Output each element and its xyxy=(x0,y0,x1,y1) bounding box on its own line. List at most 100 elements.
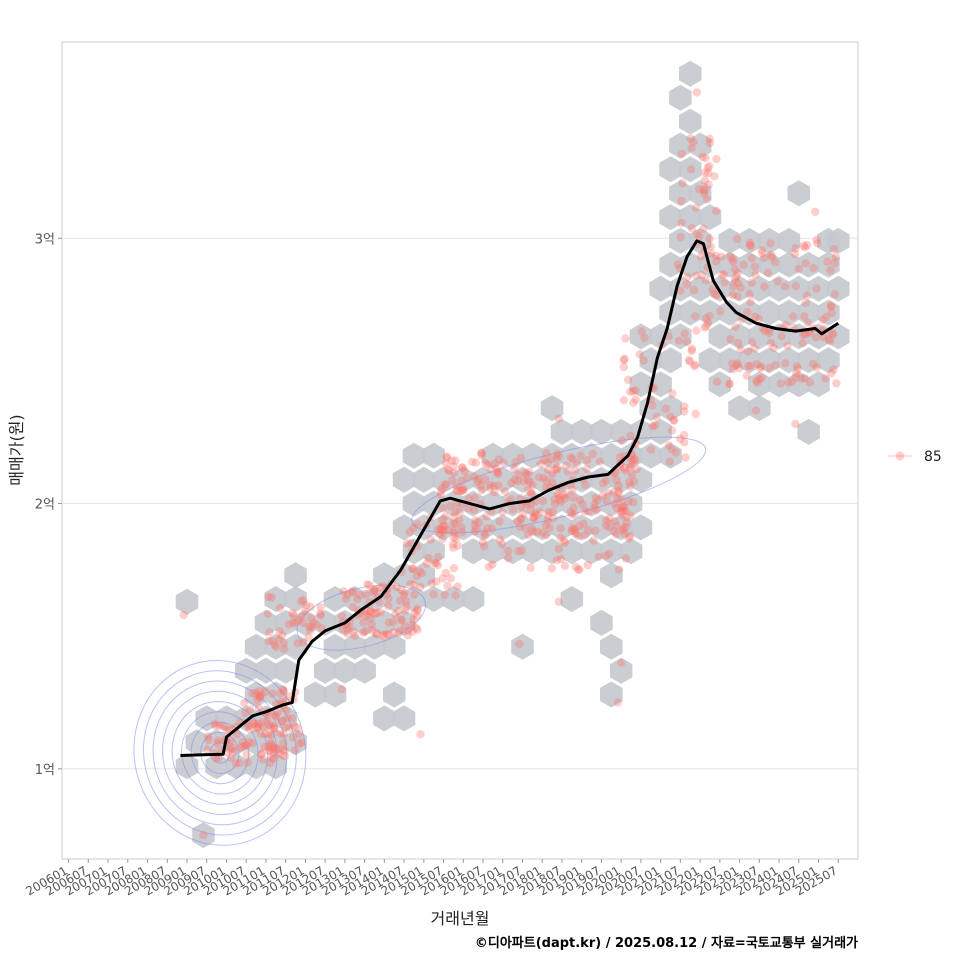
data-point xyxy=(758,248,767,258)
data-point xyxy=(422,559,431,568)
data-point xyxy=(389,627,398,637)
data-point xyxy=(588,449,597,459)
data-point xyxy=(687,143,696,153)
data-point xyxy=(416,582,425,592)
density-contour xyxy=(162,690,278,816)
data-point xyxy=(831,252,841,262)
hex-cell xyxy=(323,681,347,708)
data-point xyxy=(694,185,704,194)
data-point xyxy=(513,477,523,486)
data-point xyxy=(289,611,298,620)
data-point xyxy=(365,614,375,623)
data-point xyxy=(793,364,802,373)
data-point xyxy=(676,286,685,295)
data-point xyxy=(780,282,790,291)
data-point xyxy=(752,359,761,369)
data-point xyxy=(745,238,755,248)
data-point xyxy=(558,490,567,499)
hex-cell xyxy=(461,586,485,612)
data-point xyxy=(829,365,838,374)
data-point xyxy=(284,620,293,629)
data-point xyxy=(510,464,519,473)
data-point xyxy=(680,438,689,447)
data-point xyxy=(616,506,626,516)
data-point xyxy=(279,730,288,739)
hex-cell xyxy=(442,490,465,517)
data-point xyxy=(771,361,780,370)
data-point xyxy=(436,490,445,500)
data-point xyxy=(262,717,272,726)
data-point xyxy=(265,628,274,637)
data-point xyxy=(255,693,265,703)
data-point xyxy=(442,452,451,461)
data-point xyxy=(378,582,387,591)
data-point xyxy=(757,373,766,383)
data-point xyxy=(669,415,678,425)
data-point xyxy=(734,338,743,348)
hex-cell xyxy=(649,371,672,398)
data-point xyxy=(687,344,697,353)
data-point xyxy=(751,406,761,415)
data-point xyxy=(270,721,279,730)
data-point xyxy=(705,234,714,243)
data-point xyxy=(304,633,313,642)
hex-cell xyxy=(481,538,505,565)
data-point xyxy=(432,577,441,586)
hex-cell xyxy=(807,371,830,398)
data-point xyxy=(350,631,359,640)
data-point xyxy=(405,527,414,536)
data-point xyxy=(337,612,347,621)
data-point xyxy=(811,333,821,342)
data-point xyxy=(474,474,483,484)
data-point xyxy=(267,593,276,602)
data-point xyxy=(280,752,290,761)
data-point xyxy=(400,588,409,597)
data-point xyxy=(248,739,257,748)
data-point xyxy=(506,495,516,504)
data-point xyxy=(515,522,524,531)
x-axis-title: 거래년월 xyxy=(431,909,490,928)
data-point xyxy=(464,504,473,513)
data-point xyxy=(362,611,371,621)
data-point xyxy=(256,690,266,700)
data-point xyxy=(559,536,569,545)
hex-cell xyxy=(718,347,741,374)
data-point xyxy=(826,301,835,310)
data-point xyxy=(554,544,563,553)
data-point xyxy=(773,277,782,286)
data-point xyxy=(691,312,700,321)
data-point xyxy=(589,536,598,545)
data-point xyxy=(261,687,270,696)
hex-cell xyxy=(728,275,751,302)
data-point xyxy=(441,459,451,468)
data-point xyxy=(528,480,537,490)
data-point xyxy=(478,538,488,547)
data-point xyxy=(236,743,245,752)
data-point xyxy=(448,476,457,485)
data-point xyxy=(256,750,266,759)
data-point xyxy=(678,179,687,188)
hex-cell xyxy=(748,323,771,350)
hex-cell xyxy=(294,609,317,636)
data-point xyxy=(828,329,837,338)
data-point xyxy=(601,476,611,485)
data-point xyxy=(268,689,277,698)
data-point xyxy=(699,185,708,194)
data-point xyxy=(515,639,524,649)
data-point xyxy=(458,484,468,494)
data-point xyxy=(791,419,800,429)
hex-cell xyxy=(284,562,307,589)
hex-cell xyxy=(392,514,416,541)
hex-cell xyxy=(422,586,445,612)
hex-cell xyxy=(373,562,396,589)
hex-cell xyxy=(511,514,534,541)
data-point xyxy=(612,521,622,531)
hex-cell xyxy=(511,466,534,493)
data-point xyxy=(394,628,403,638)
hex-cell xyxy=(609,514,633,541)
data-point xyxy=(692,326,701,335)
density-contour xyxy=(190,721,250,785)
data-point xyxy=(477,486,486,495)
data-point xyxy=(210,719,220,729)
data-point xyxy=(568,486,577,495)
